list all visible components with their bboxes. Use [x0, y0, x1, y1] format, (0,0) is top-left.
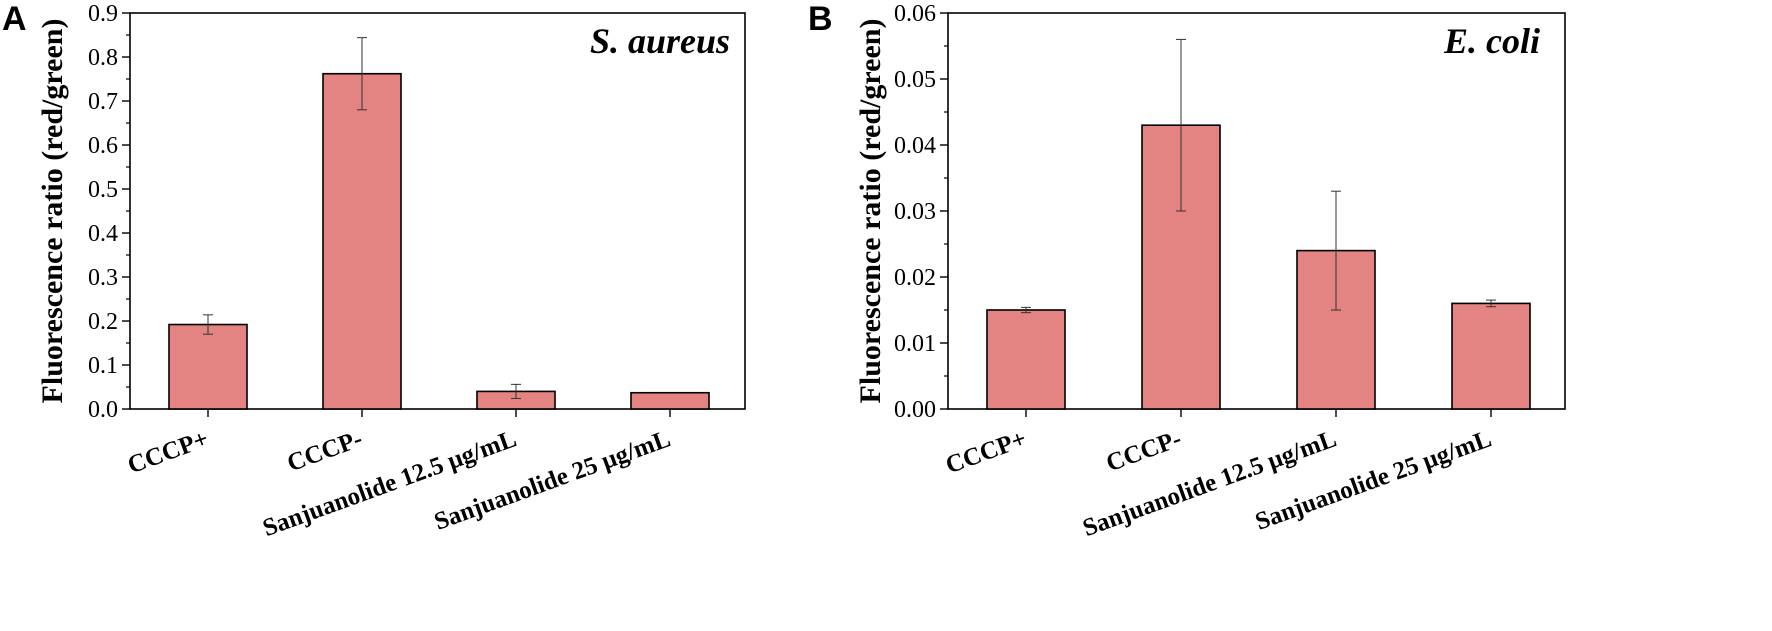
y-axis-title: Fluorescence ratio (red/green) — [854, 19, 887, 404]
y-tick-label: 0.03 — [894, 199, 936, 225]
chart-title: S. aureus — [590, 21, 730, 61]
y-tick-label: 0.2 — [88, 309, 118, 335]
x-category-label: Sanjuanolide 12.5 μg/mL — [259, 425, 520, 542]
chart-panel-a: A 0.0 0.1 0.2 0.3 0.4 0.5 0.6 0.7 0.8 0.9 Fluoresce… — [2, 0, 746, 542]
bar-4 — [1451, 302, 1531, 410]
y-tick-label: 0.6 — [88, 133, 118, 159]
x-category-label: CCCP+ — [942, 425, 1030, 479]
bar-1 — [168, 323, 248, 410]
y-tick-label: 0.7 — [88, 89, 118, 115]
y-tick-label: 0.01 — [894, 331, 936, 357]
y-tick-label: 0.06 — [894, 1, 936, 27]
y-tick-label: 0.02 — [894, 265, 936, 291]
y-tick-label: 0.00 — [894, 397, 936, 423]
y-tick-label: 0.1 — [88, 353, 118, 379]
bar-1 — [986, 309, 1066, 410]
bar-2 — [322, 72, 402, 410]
y-axis-title: Fluorescence ratio (red/green) — [36, 19, 69, 404]
y-tick-label: 0.8 — [88, 45, 118, 71]
chart-title: E. coli — [1443, 21, 1540, 61]
panel-letter: B — [808, 0, 833, 38]
x-category-label: Sanjuanolide 12.5 μg/mL — [1079, 425, 1340, 542]
y-tick-label: 0.5 — [88, 177, 118, 203]
bar-4 — [630, 391, 710, 410]
y-tick-label: 0.0 — [88, 397, 118, 423]
chart-panel-b: B 0.00 0.01 0.02 0.03 0.04 0.05 0.06 Fluorescenc… — [808, 0, 1566, 542]
x-category-label: CCCP- — [284, 425, 366, 477]
y-tick-label: 0.4 — [88, 221, 118, 247]
y-tick-label: 0.05 — [894, 67, 936, 93]
x-category-label: CCCP+ — [124, 425, 212, 479]
y-tick-label: 0.9 — [88, 1, 118, 27]
panel-letter: A — [2, 0, 27, 38]
y-tick-label: 0.3 — [88, 265, 118, 291]
y-tick-label: 0.04 — [894, 133, 936, 159]
x-category-label: CCCP- — [1103, 425, 1185, 477]
